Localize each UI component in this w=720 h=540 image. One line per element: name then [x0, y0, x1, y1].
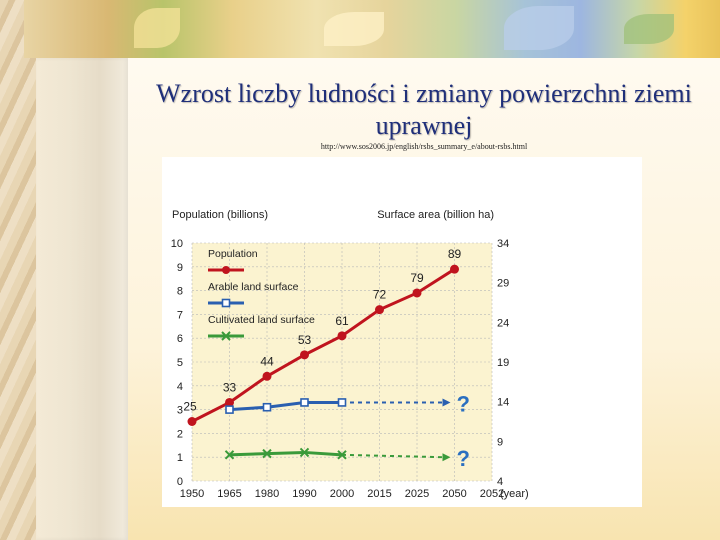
y-right-tick-label: 9 — [497, 436, 503, 448]
y-left-tick-label: 9 — [177, 262, 183, 274]
y-right-tick-label: 19 — [497, 357, 509, 369]
y-left-tick-label: 10 — [171, 238, 183, 250]
decorative-left-band — [36, 58, 128, 540]
data-point-marker — [262, 402, 272, 412]
data-point-marker — [300, 398, 309, 407]
series-line — [229, 400, 342, 412]
legend-label: Cultivated land surface — [208, 314, 315, 326]
y-right-tick-label: 14 — [497, 397, 509, 409]
data-point-marker — [224, 450, 235, 460]
data-label: 89 — [448, 247, 462, 261]
source-url: http://www.sos2006.jp/english/rsbs_summa… — [320, 142, 528, 151]
x-tick-label: 2015 — [367, 488, 391, 500]
data-label: 53 — [298, 333, 312, 347]
data-point-marker — [337, 398, 347, 407]
y-left-tick-label: 2 — [177, 428, 183, 440]
projection-question-mark: ? — [457, 391, 470, 416]
legend-marker — [221, 331, 231, 341]
legend-marker — [221, 298, 231, 308]
legend-label: Population — [208, 248, 258, 260]
x-tick-label: 1965 — [217, 488, 241, 500]
legend-label: Arable land surface — [208, 281, 299, 293]
data-point-marker — [299, 447, 310, 458]
flower-decoration — [504, 6, 574, 50]
series-line — [191, 267, 456, 423]
legend-marker — [222, 266, 230, 274]
y-left-tick-label: 8 — [177, 286, 183, 298]
leaf-decoration — [324, 12, 384, 46]
leaf-decoration — [624, 14, 674, 44]
data-point-marker — [450, 264, 459, 274]
x-tick-label: 1990 — [292, 488, 316, 500]
y-left-tick-label: 4 — [177, 381, 183, 393]
data-point-marker — [262, 448, 272, 459]
data-point-marker — [412, 288, 422, 298]
y-left-tick-label: 1 — [177, 452, 183, 464]
data-point-marker — [262, 371, 272, 381]
data-point-marker — [225, 405, 234, 414]
y-right-tick-label: 24 — [497, 317, 509, 329]
data-label: 25 — [183, 400, 197, 414]
y-right-tick-label: 29 — [497, 278, 509, 290]
data-label: 79 — [410, 271, 424, 285]
projection-arrowhead — [442, 398, 451, 407]
data-label: 33 — [223, 380, 237, 394]
y-right-tick-label: 4 — [497, 476, 503, 488]
leaf-decoration — [134, 8, 180, 48]
data-label: 61 — [335, 314, 349, 328]
x-tick-label: 2000 — [330, 488, 354, 500]
slide-title: Wzrost liczby ludności i zmiany powierzc… — [156, 79, 692, 140]
data-point-marker — [187, 417, 197, 426]
projection-arrowhead — [442, 453, 451, 462]
decorative-left-strip — [0, 0, 36, 540]
x-tick-label: 2052 — [480, 488, 504, 500]
y-axis-right-title: Surface area (billion ha) — [377, 209, 494, 221]
x-axis-unit-label: (year) — [500, 488, 529, 500]
y-left-tick-label: 0 — [177, 476, 183, 488]
data-label: 44 — [260, 354, 274, 368]
y-left-tick-label: 3 — [177, 405, 183, 417]
data-point-marker — [225, 397, 234, 407]
y-left-tick-label: 5 — [177, 357, 183, 369]
x-tick-label: 1980 — [255, 488, 279, 500]
decorative-top-banner — [24, 0, 720, 58]
y-right-tick-label: 34 — [497, 238, 509, 250]
data-point-marker — [300, 350, 309, 360]
x-tick-label: 1950 — [180, 488, 204, 500]
projection-line — [341, 453, 443, 459]
y-left-tick-label: 6 — [177, 333, 183, 345]
population-land-chart: Population (billions) Surface area (billi… — [162, 157, 642, 507]
y-left-tick-label: 7 — [177, 309, 183, 321]
data-point-marker — [337, 331, 347, 341]
projection-question-mark: ? — [457, 446, 470, 471]
x-tick-label: 2050 — [442, 488, 466, 500]
chart-svg: Population (billions) Surface area (billi… — [171, 209, 529, 500]
y-axis-left-title: Population (billions) — [172, 209, 268, 221]
data-point-marker — [375, 305, 384, 315]
x-tick-label: 2025 — [405, 488, 429, 500]
series-line — [229, 450, 343, 457]
data-point-marker — [337, 450, 347, 460]
data-label: 72 — [373, 288, 387, 302]
